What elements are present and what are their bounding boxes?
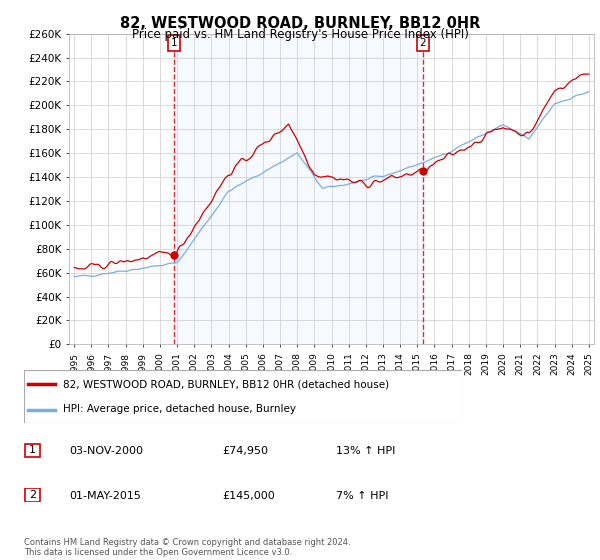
Text: Price paid vs. HM Land Registry's House Price Index (HPI): Price paid vs. HM Land Registry's House … xyxy=(131,28,469,41)
Text: 7% ↑ HPI: 7% ↑ HPI xyxy=(336,491,389,501)
FancyBboxPatch shape xyxy=(24,370,462,423)
Text: 82, WESTWOOD ROAD, BURNLEY, BB12 0HR (detached house): 82, WESTWOOD ROAD, BURNLEY, BB12 0HR (de… xyxy=(64,380,389,390)
Text: 2: 2 xyxy=(29,490,36,500)
Text: HPI: Average price, detached house, Burnley: HPI: Average price, detached house, Burn… xyxy=(64,404,296,414)
Text: £74,950: £74,950 xyxy=(222,446,268,456)
FancyBboxPatch shape xyxy=(25,488,40,502)
Text: 1: 1 xyxy=(171,38,178,48)
Text: 82, WESTWOOD ROAD, BURNLEY, BB12 0HR: 82, WESTWOOD ROAD, BURNLEY, BB12 0HR xyxy=(120,16,480,31)
Text: 01-MAY-2015: 01-MAY-2015 xyxy=(69,491,141,501)
Text: 2: 2 xyxy=(419,38,426,48)
Bar xyxy=(175,34,423,344)
Text: 13% ↑ HPI: 13% ↑ HPI xyxy=(336,446,395,456)
Text: 03-NOV-2000: 03-NOV-2000 xyxy=(69,446,143,456)
Text: 1: 1 xyxy=(29,445,36,455)
Text: £145,000: £145,000 xyxy=(222,491,275,501)
FancyBboxPatch shape xyxy=(25,444,40,457)
Text: Contains HM Land Registry data © Crown copyright and database right 2024.
This d: Contains HM Land Registry data © Crown c… xyxy=(24,538,350,557)
